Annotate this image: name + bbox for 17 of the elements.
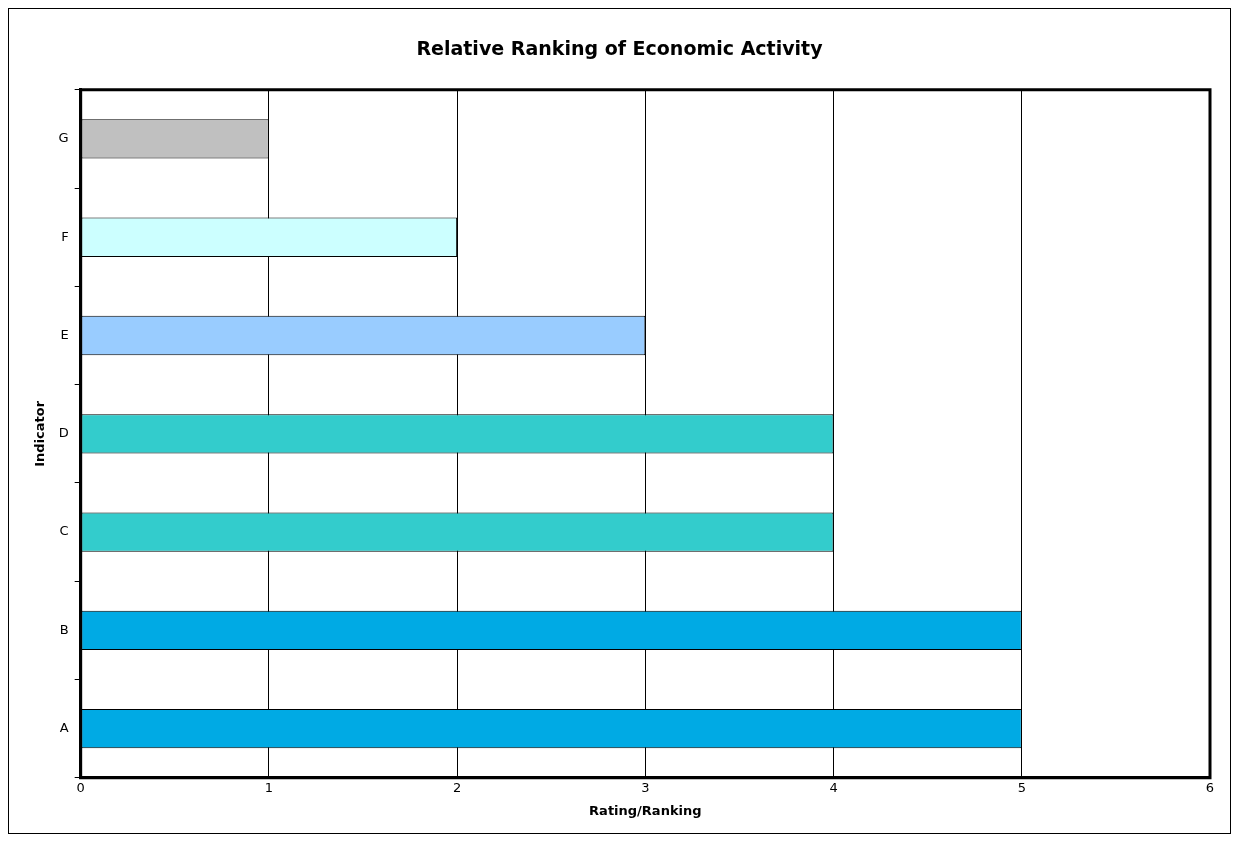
x-tick-label: 2 [452,779,462,795]
x-tick-label: 3 [641,779,650,795]
x-tick-label: 6 [1205,779,1215,795]
y-tick-label: F [61,228,69,244]
y-tick-label: D [58,425,69,441]
y-tick-label: A [59,720,69,736]
x-tick-label: 5 [1017,779,1026,795]
y-axis-title: Indicator [32,400,48,467]
x-tick-label: 0 [76,779,85,795]
y-tick-label: C [59,523,69,539]
x-tick-label: 1 [264,779,274,795]
y-tick-label: G [58,130,69,146]
y-tick-label: B [59,621,69,637]
x-axis-title: Rating/Ranking [589,802,702,818]
x-tick-label: 4 [829,779,838,795]
chart-title: Relative Ranking of Economic Activity [416,37,824,60]
y-tick-label: E [60,326,69,342]
